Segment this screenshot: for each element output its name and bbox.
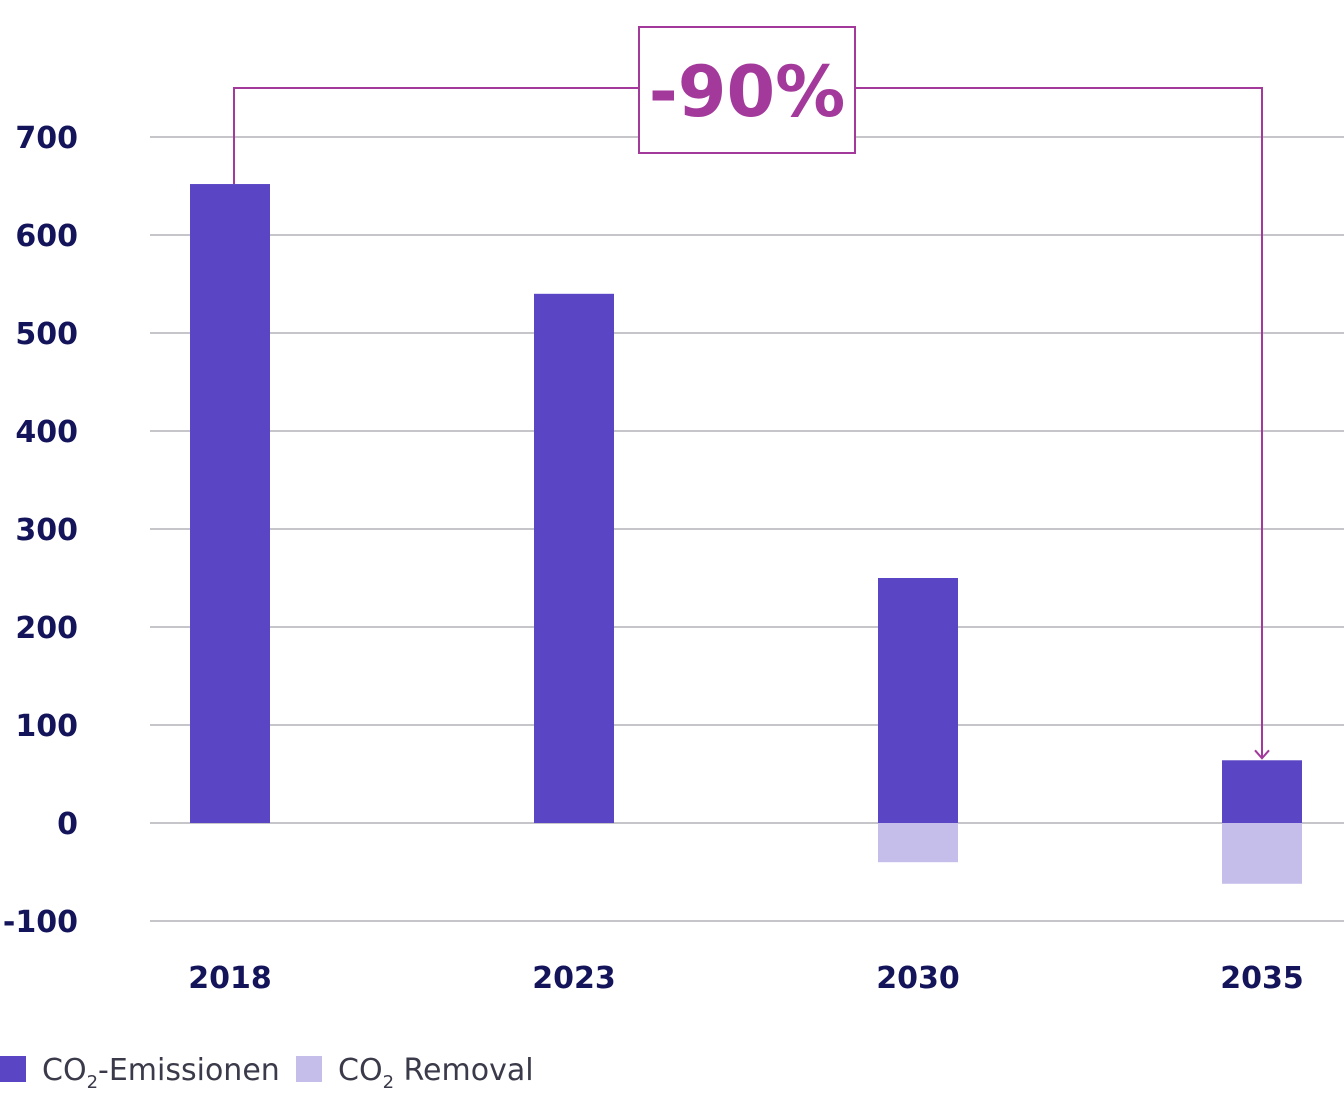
bars: [190, 184, 1302, 884]
y-tick-label: -100: [3, 905, 78, 940]
y-tick-label: 200: [15, 611, 78, 646]
y-tick-label: 600: [15, 219, 78, 254]
legend-label-0: CO2-Emissionen: [42, 1053, 280, 1093]
y-tick-label: 500: [15, 317, 78, 352]
legend-swatch-0: [0, 1056, 26, 1082]
y-tick-label: 400: [15, 415, 78, 450]
legend-label-1: CO2 Removal: [338, 1053, 534, 1093]
y-tick-label: 100: [15, 709, 78, 744]
y-tick-label: 300: [15, 513, 78, 548]
x-tick-label-2030: 2030: [876, 961, 960, 996]
bar-emissions-2030: [878, 578, 958, 823]
bar-removal-2035: [1222, 823, 1302, 884]
annotation-label: -90%: [649, 51, 846, 133]
bar-emissions-2023: [534, 293, 614, 823]
annotation-box: [638, 26, 856, 154]
gridlines: [150, 136, 1344, 922]
reduction-annotation: -90%: [233, 26, 1270, 760]
x-tick-label-2035: 2035: [1220, 961, 1304, 996]
annotation-arrowhead: [1254, 749, 1270, 760]
x-tick-label-2018: 2018: [188, 961, 272, 996]
x-axis-ticks: 2018 2023 2030 2035: [188, 961, 1304, 996]
y-axis-ticks: 700 600 500 400 300 200 100 0 -100: [3, 121, 78, 940]
y-tick-label: 700: [15, 121, 78, 156]
x-tick-label-2023: 2023: [532, 961, 616, 996]
bar-removal-2030: [878, 823, 958, 863]
annotation-bracket-line: [233, 87, 1263, 759]
legend-swatch-1: [296, 1056, 322, 1082]
y-tick-label: 0: [57, 807, 78, 842]
legend: CO2-Emissionen CO2 Removal: [0, 1053, 534, 1093]
bar-emissions-2035: [1222, 760, 1302, 823]
bar-emissions-2018: [190, 184, 270, 824]
